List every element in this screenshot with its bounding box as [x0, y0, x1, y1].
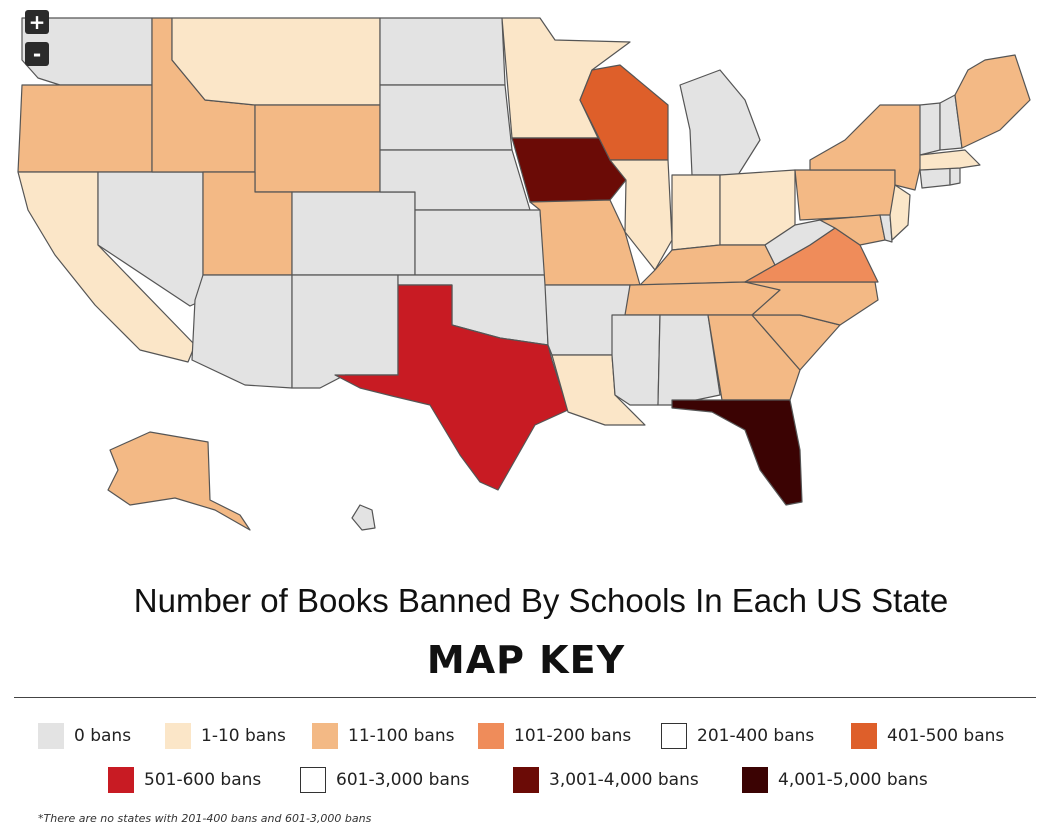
state-maryland	[819, 214, 886, 246]
state-rhode-island	[949, 167, 961, 186]
zoom-in-button[interactable]: +	[25, 10, 49, 34]
legend-item-101-200-bans: 101-200 bans	[478, 722, 631, 750]
state-texas	[334, 284, 569, 491]
state-vermont	[919, 102, 941, 156]
us-map	[17, 17, 1031, 531]
legend-item-501-600-bans: 501-600 bans	[108, 766, 261, 794]
legend-swatch	[300, 767, 326, 793]
state-missouri	[529, 199, 641, 286]
legend-item-401-500-bans: 401-500 bans	[851, 722, 1004, 750]
state-indiana	[671, 174, 721, 251]
state-florida	[671, 399, 803, 506]
state-north-carolina	[744, 281, 879, 326]
legend-divider	[14, 697, 1036, 698]
legend-label: 1-10 bans	[201, 726, 286, 746]
state-colorado	[291, 191, 416, 276]
legend-item-11-100-bans: 11-100 bans	[312, 722, 454, 750]
footnote: *There are no states with 201-400 bans a…	[38, 812, 372, 825]
state-iowa	[511, 137, 627, 203]
state-mississippi	[611, 314, 661, 406]
legend-label: 601-3,000 bans	[336, 770, 470, 790]
state-georgia	[707, 314, 801, 401]
legend-swatch	[478, 723, 504, 749]
legend-label: 3,001-4,000 bans	[549, 770, 699, 790]
legend-swatch	[108, 767, 134, 793]
state-new-york	[809, 104, 923, 191]
legend-item-3001-4000-bans: 3,001-4,000 bans	[513, 766, 699, 794]
legend-label: 401-500 bans	[887, 726, 1005, 746]
state-oregon	[17, 84, 153, 173]
state-new-mexico	[291, 274, 399, 389]
state-montana	[171, 17, 381, 106]
legend-swatch	[165, 723, 191, 749]
state-michigan	[679, 69, 761, 176]
state-kansas	[414, 209, 546, 276]
state-hawaii	[351, 504, 376, 531]
legend-label: 201-400 bans	[697, 726, 815, 746]
legend-item-201-400-bans: 201-400 bans	[661, 722, 814, 750]
map-key-heading: MAP KEY	[426, 638, 626, 682]
state-massachusetts	[919, 149, 981, 171]
zoom-out-button[interactable]: -	[25, 42, 49, 66]
legend-label: 501-600 bans	[144, 770, 262, 790]
legend-item-0-bans: 0 bans	[38, 722, 131, 750]
legend-swatch	[38, 723, 64, 749]
state-south-dakota	[379, 84, 513, 151]
state-alaska	[107, 431, 251, 531]
legend-label: 11-100 bans	[348, 726, 455, 746]
legend-swatch	[851, 723, 877, 749]
state-connecticut	[919, 167, 951, 189]
state-north-dakota	[379, 17, 506, 86]
state-delaware	[879, 214, 893, 243]
legend-swatch	[742, 767, 768, 793]
map-title: Number of Books Banned By Schools In Eac…	[133, 582, 949, 619]
legend-item-601-3000-bans: 601-3,000 bans	[300, 766, 470, 794]
legend-swatch	[661, 723, 687, 749]
state-arizona	[191, 274, 293, 389]
state-maine	[954, 54, 1031, 149]
state-wyoming	[254, 104, 381, 193]
legend-swatch	[312, 723, 338, 749]
legend-label: 4,001-5,000 bans	[778, 770, 928, 790]
legend-label: 0 bans	[74, 726, 132, 746]
legend-swatch	[513, 767, 539, 793]
legend-label: 101-200 bans	[514, 726, 632, 746]
legend-item-1-10-bans: 1-10 bans	[165, 722, 286, 750]
state-new-jersey	[889, 184, 911, 241]
legend-item-4001-5000-bans: 4,001-5,000 bans	[742, 766, 928, 794]
state-pennsylvania	[794, 169, 896, 221]
